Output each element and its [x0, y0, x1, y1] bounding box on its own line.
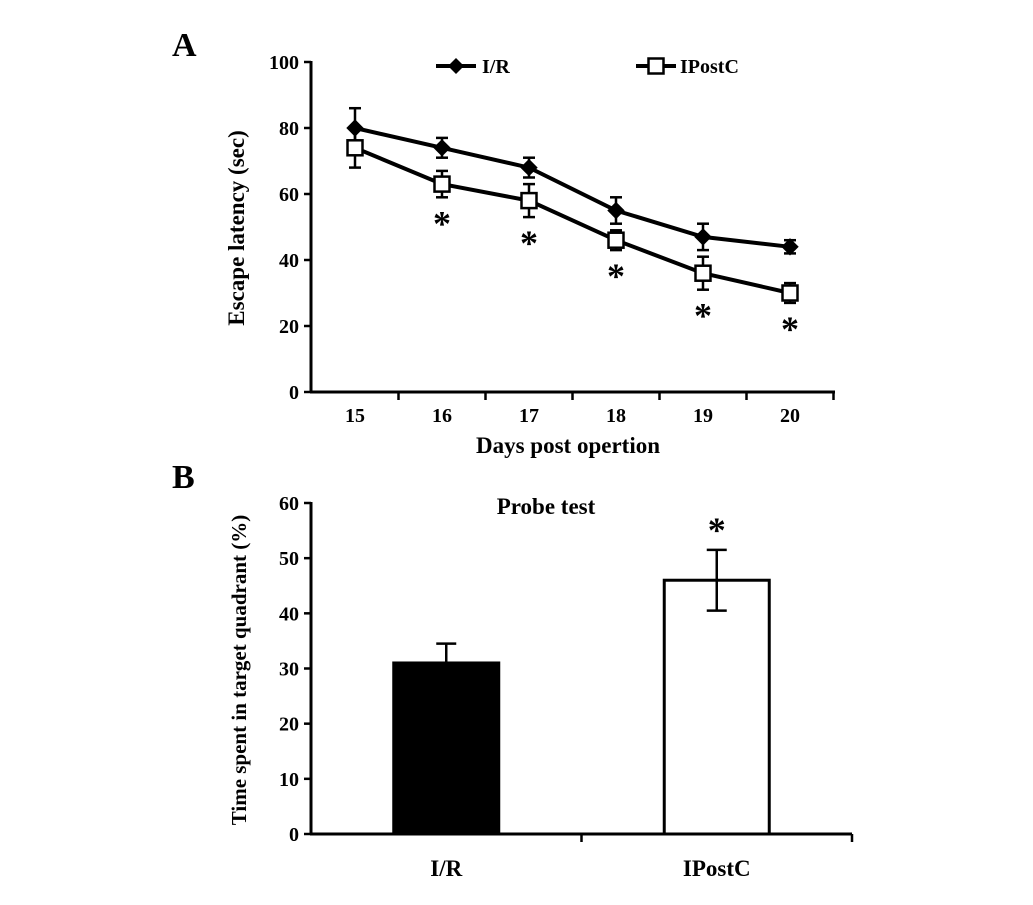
panel-a-y-tick-label: 80: [279, 118, 299, 140]
panel-b-y-tick-label: 60: [279, 493, 299, 515]
panel-a-point-square: [346, 139, 364, 157]
panel-a-series-ir: [346, 106, 799, 256]
panel-b-title: Probe test: [497, 494, 596, 519]
panel-a-point-square: [694, 264, 712, 282]
panel-a-significance-star: *: [433, 203, 451, 243]
panel-a-y-tick-label: 60: [279, 184, 299, 206]
panel-b-x-category-label: I/R: [430, 856, 462, 881]
panel-a-significance-star: *: [520, 223, 538, 263]
panel-a-x-tick-label: 20: [780, 405, 800, 427]
panel-b-label: B: [172, 459, 195, 496]
panel-b-bars: [392, 548, 771, 836]
panel-b-x-category-label: IPostC: [683, 856, 751, 881]
panel-b-bar-group-ipostc: [662, 548, 771, 836]
panel-a-series-line: [354, 126, 791, 249]
panel-a-point-square: [607, 231, 625, 249]
panel-a-y-tick-label: 20: [279, 316, 299, 338]
panel-a-significance-star: *: [781, 309, 799, 349]
panel-a-point-square: [520, 191, 538, 210]
panel-b-bar-group-ir: [392, 642, 501, 836]
panel-a-y-tick-label: 100: [269, 52, 299, 74]
panel-a-point-diamond: [520, 158, 538, 177]
panel-a-line-chart: A 0 20 40 60 80 100 15 16 17 18 19 20 * * * * * I/R IPo…: [172, 27, 835, 458]
panel-a-point-diamond: [607, 201, 625, 220]
panel-a-point-diamond: [433, 139, 451, 157]
panel-b-y-tick-label: 50: [279, 548, 299, 570]
panel-a-legend-label-ipostc: IPostC: [680, 56, 739, 78]
panel-a-x-tick-label: 19: [693, 405, 713, 427]
panel-a-y-tick-label: 40: [279, 250, 299, 272]
panel-a-significance-star: *: [607, 256, 625, 296]
panel-a-series-ipostc: [346, 126, 799, 305]
panel-b-bar: [662, 578, 771, 836]
panel-a-x-ticks: 15 16 17 18 19 20: [345, 392, 835, 427]
panel-a-series: [346, 106, 799, 305]
panel-b-significance: *: [708, 510, 726, 550]
panel-a-legend-marker-ir: [448, 58, 464, 74]
panel-a-legend-label-ir: I/R: [482, 56, 510, 78]
panel-a-y-axis-label: Escape latency (sec): [224, 130, 249, 325]
panel-a-axes: [309, 61, 835, 394]
panel-b-y-tick-label: 0: [289, 824, 299, 846]
panel-b-x-categories: I/R IPostC: [430, 856, 750, 881]
panel-a-x-tick-label: 18: [606, 405, 626, 427]
panel-a-x-tick-label: 15: [345, 405, 365, 427]
panel-a-x-tick-label: 16: [432, 405, 452, 427]
panel-a-point-diamond: [694, 228, 712, 246]
panel-a-point-diamond: [781, 238, 799, 256]
panel-a-label: A: [172, 27, 197, 64]
panel-b-y-tick-label: 30: [279, 659, 299, 681]
panel-b-bar: [392, 661, 501, 836]
panel-a-significance: * * * * *: [433, 203, 799, 349]
panel-a-x-axis-label: Days post opertion: [476, 433, 660, 458]
panel-a-series-line: [354, 145, 791, 295]
panel-b-y-tick-label: 40: [279, 603, 299, 625]
panel-a-legend: I/R IPostC: [436, 56, 739, 78]
panel-a-significance-star: *: [694, 296, 712, 336]
panel-a-y-ticks: 0 20 40 60 80 100: [269, 52, 311, 404]
panel-a-legend-marker-ipostc: [647, 57, 665, 75]
panel-a-x-tick-label: 17: [519, 405, 539, 427]
panel-b-y-axis-label: Time spent in target quadrant (%): [227, 515, 251, 826]
panel-a-y-tick-label: 0: [289, 382, 299, 404]
panel-b-bar-chart: B Probe test 0 10 20 30 40 50 60 I/R IPostC * T…: [172, 459, 854, 881]
panel-a-point-square: [781, 284, 799, 302]
panel-a-point-square: [433, 175, 451, 193]
panel-b-significance-star: *: [708, 510, 726, 550]
panel-b-y-tick-label: 10: [279, 769, 299, 791]
panel-b-y-tick-label: 20: [279, 714, 299, 736]
panel-b-y-ticks: 0 10 20 30 40 50 60: [279, 493, 311, 846]
